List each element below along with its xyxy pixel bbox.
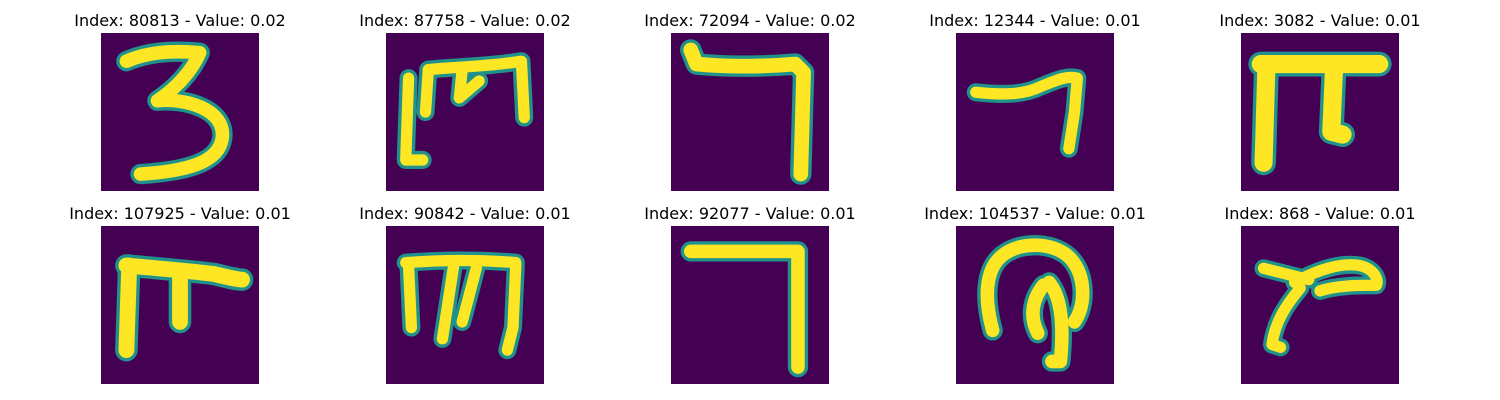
panel-index: 72094 — [698, 11, 750, 30]
panel-index: 80813 — [128, 11, 180, 30]
panel-value: 0.01 — [1384, 11, 1421, 30]
image-panel: Index: 90842 - Value: 0.01 — [350, 204, 580, 384]
panel-title: Index: 90842 - Value: 0.01 — [359, 204, 571, 223]
image-panel: Index: 107925 - Value: 0.01 — [65, 204, 295, 384]
image-panel: Index: 104537 - Value: 0.01 — [920, 204, 1150, 384]
panel-index: 90842 — [413, 204, 465, 223]
handwritten-r-icon — [1241, 226, 1399, 384]
panel-value: 0.01 — [1105, 11, 1141, 30]
panel-index: 92077 — [698, 204, 750, 223]
panel-value: 0.01 — [820, 204, 856, 223]
handwritten-m-icon — [386, 33, 544, 191]
image-panel: Index: 72094 - Value: 0.02 — [635, 11, 865, 191]
handwritten-7-icon — [671, 226, 829, 384]
panel-title: Index: 72094 - Value: 0.02 — [644, 11, 856, 30]
handwritten-3-icon — [101, 33, 259, 191]
panel-index: 868 — [1279, 204, 1310, 223]
image-panel: Index: 87758 - Value: 0.02 — [350, 11, 580, 191]
panel-value: 0.02 — [250, 11, 286, 30]
panel-index: 104537 — [978, 204, 1040, 223]
handwritten-7-icon — [956, 33, 1114, 191]
panel-title: Index: 3082 - Value: 0.01 — [1219, 11, 1421, 30]
panel-title: Index: 104537 - Value: 0.01 — [924, 204, 1146, 223]
panel-value: 0.01 — [1379, 204, 1416, 223]
handwritten-m-icon — [386, 226, 544, 384]
panel-value: 0.01 — [1110, 204, 1146, 223]
image-panel: Index: 868 - Value: 0.01 — [1205, 204, 1435, 384]
panel-index: 12344 — [983, 11, 1035, 30]
handwritten-pi-icon — [1241, 33, 1399, 191]
panel-value: 0.01 — [255, 204, 291, 223]
panel-title: Index: 80813 - Value: 0.02 — [74, 11, 286, 30]
panel-title: Index: 868 - Value: 0.01 — [1224, 204, 1416, 223]
image-panel: Index: 92077 - Value: 0.01 — [635, 204, 865, 384]
handwritten-loop-icon — [956, 226, 1114, 384]
image-panel: Index: 3082 - Value: 0.01 — [1205, 11, 1435, 191]
image-panel: Index: 80813 - Value: 0.02 — [65, 11, 295, 191]
panel-index: 3082 — [1273, 11, 1315, 30]
handwritten-pi-icon — [101, 226, 259, 384]
panel-title: Index: 12344 - Value: 0.01 — [929, 11, 1141, 30]
panel-index: 107925 — [123, 204, 185, 223]
panel-value: 0.02 — [820, 11, 856, 30]
panel-title: Index: 92077 - Value: 0.01 — [644, 204, 856, 223]
panel-index: 87758 — [413, 11, 465, 30]
panel-title: Index: 107925 - Value: 0.01 — [69, 204, 291, 223]
image-panel: Index: 12344 - Value: 0.01 — [920, 11, 1150, 191]
panel-value: 0.01 — [535, 204, 571, 223]
handwritten-7-icon — [671, 33, 829, 191]
panel-title: Index: 87758 - Value: 0.02 — [359, 11, 571, 30]
panel-value: 0.02 — [535, 11, 571, 30]
